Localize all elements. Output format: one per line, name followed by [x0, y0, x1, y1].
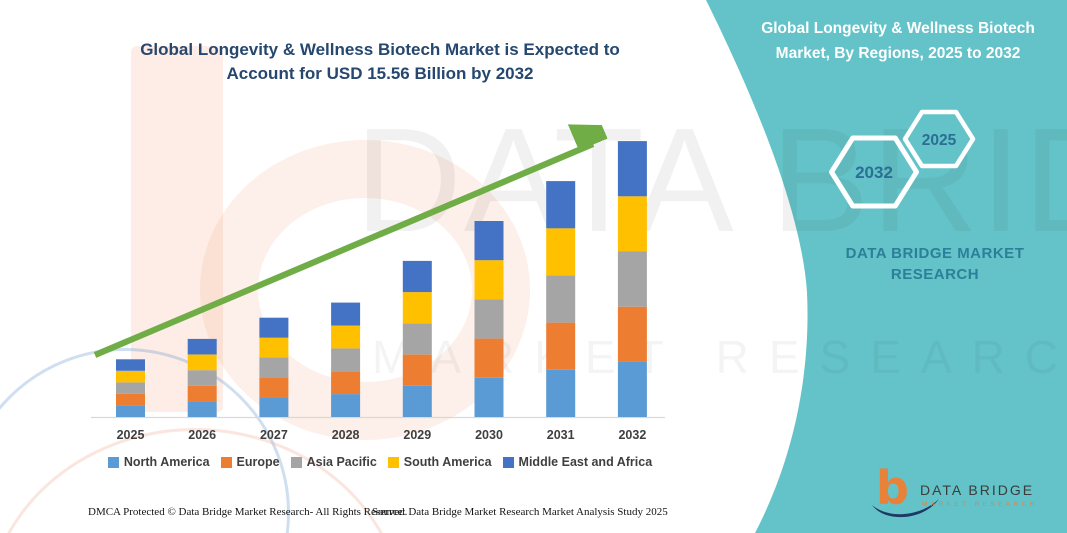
bar-segment-2027	[259, 357, 289, 378]
bar-segment-2030	[474, 299, 504, 339]
chart-title: Global Longevity & Wellness Biotech Mark…	[70, 38, 690, 86]
bar-segment-2026	[187, 401, 217, 417]
logo-b-glyph: b	[876, 461, 909, 515]
legend-swatch	[387, 456, 399, 468]
x-axis-label-2026: 2026	[188, 428, 217, 442]
bar-segment-2028	[331, 394, 361, 417]
bar-segment-2028	[331, 302, 361, 326]
bar-segment-2028	[331, 325, 361, 349]
legend-item: Middle East and Africa	[502, 455, 653, 469]
panel-brand-line1: DATA BRIDGE MARKET	[845, 245, 1025, 262]
side-panel-title: Global Longevity & Wellness Biotech Mark…	[742, 16, 1054, 66]
bar-segment-2029	[402, 323, 432, 355]
legend-label: Middle East and Africa	[518, 455, 653, 469]
bar-segment-2027	[259, 317, 289, 338]
bar-segment-2032	[617, 141, 647, 197]
legend-item: Asia Pacific	[290, 455, 377, 469]
bar-segment-2028	[331, 348, 361, 372]
bar-segment-2031	[546, 369, 576, 417]
bar-segment-2026	[187, 338, 217, 355]
bar-segment-2025	[116, 359, 145, 371]
bar-segment-2029	[402, 385, 432, 417]
legend-item: Europe	[220, 455, 280, 469]
bar-segment-2028	[331, 371, 361, 395]
legend-label: North America	[123, 455, 210, 469]
year-hexagons: 2032 2025	[829, 109, 976, 209]
legend-swatch	[220, 456, 232, 468]
hexagon-2032-label: 2032	[855, 163, 893, 182]
dmca-footer-text: DMCA Protected © Data Bridge Market Rese…	[88, 506, 408, 518]
bar-segment-2032	[617, 306, 647, 362]
bar-segment-2032	[617, 251, 647, 307]
bar-segment-2032	[617, 361, 647, 417]
bar-segment-2029	[402, 354, 432, 386]
logo-wordmark: DATA BRIDGE	[920, 482, 1035, 498]
x-axis-label-2029: 2029	[403, 428, 432, 442]
bar-segment-2032	[617, 196, 647, 252]
legend-swatch	[502, 456, 514, 468]
legend-label: Asia Pacific	[306, 455, 377, 469]
growth-trend-arrow	[93, 144, 593, 358]
hexagon-2025	[902, 109, 976, 169]
chart-title-line2: Account for USD 15.56 Billion by 2032	[226, 64, 534, 83]
bar-segment-2027	[259, 337, 289, 358]
bar-segment-2026	[187, 385, 217, 402]
bar-segment-2031	[546, 322, 576, 370]
bar-segment-2030	[474, 338, 504, 378]
bar-segment-2030	[474, 260, 504, 300]
x-axis-label-2027: 2027	[259, 428, 288, 442]
bar-segment-2025	[116, 393, 145, 406]
bar-segment-2026	[187, 370, 217, 386]
bar-segment-2027	[259, 397, 289, 417]
source-footer-text: Source: Data Bridge Market Research Mark…	[372, 506, 668, 518]
bar-segment-2027	[259, 377, 289, 398]
legend-label: Europe	[236, 455, 280, 469]
x-axis-label-2028: 2028	[331, 428, 360, 442]
legend-swatch	[290, 456, 302, 468]
bar-segment-2029	[402, 292, 432, 324]
bar-segment-2026	[187, 354, 217, 371]
x-axis-label-2031: 2031	[546, 428, 575, 442]
bar-segment-2031	[546, 181, 576, 229]
logo-subtext: MARKET RESEARCH	[922, 501, 1038, 508]
bar-segment-2025	[116, 370, 145, 383]
legend-item: South America	[387, 455, 492, 469]
x-axis-label-2025: 2025	[116, 428, 145, 442]
side-panel-title-line2: Market, By Regions, 2025 to 2032	[775, 45, 1021, 62]
bar-segment-2030	[474, 221, 504, 261]
side-panel-title-line1: Global Longevity & Wellness Biotech	[761, 20, 1035, 37]
hexagon-2025-label: 2025	[922, 132, 957, 149]
bar-segment-2029	[402, 260, 432, 293]
x-axis-label-2030: 2030	[475, 428, 503, 442]
bar-segment-2030	[474, 377, 504, 417]
legend-item: North America	[107, 455, 210, 469]
side-panel-background	[706, 0, 1067, 533]
chart-legend: North America Europe Asia Pacific South Ame…	[85, 455, 675, 469]
x-axis-label-2032: 2032	[618, 428, 647, 442]
legend-swatch	[107, 456, 119, 468]
stacked-bar-chart	[91, 141, 665, 419]
bar-segment-2025	[116, 382, 145, 394]
bar-segment-2031	[546, 228, 576, 276]
data-bridge-logo: b DATA BRIDGE MARKET RESEARCH	[870, 461, 1066, 525]
panel-brand-text: DATA BRIDGE MARKET RESEARCH	[828, 243, 1042, 285]
hexagon-2032	[829, 135, 919, 209]
bar-segment-2031	[546, 275, 576, 323]
trend-arrow-layer	[93, 115, 675, 358]
chart-title-line1: Global Longevity & Wellness Biotech Mark…	[140, 40, 620, 59]
bar-segment-2025	[116, 405, 145, 417]
panel-brand-line2: RESEARCH	[890, 266, 980, 283]
legend-label: South America	[403, 455, 492, 469]
